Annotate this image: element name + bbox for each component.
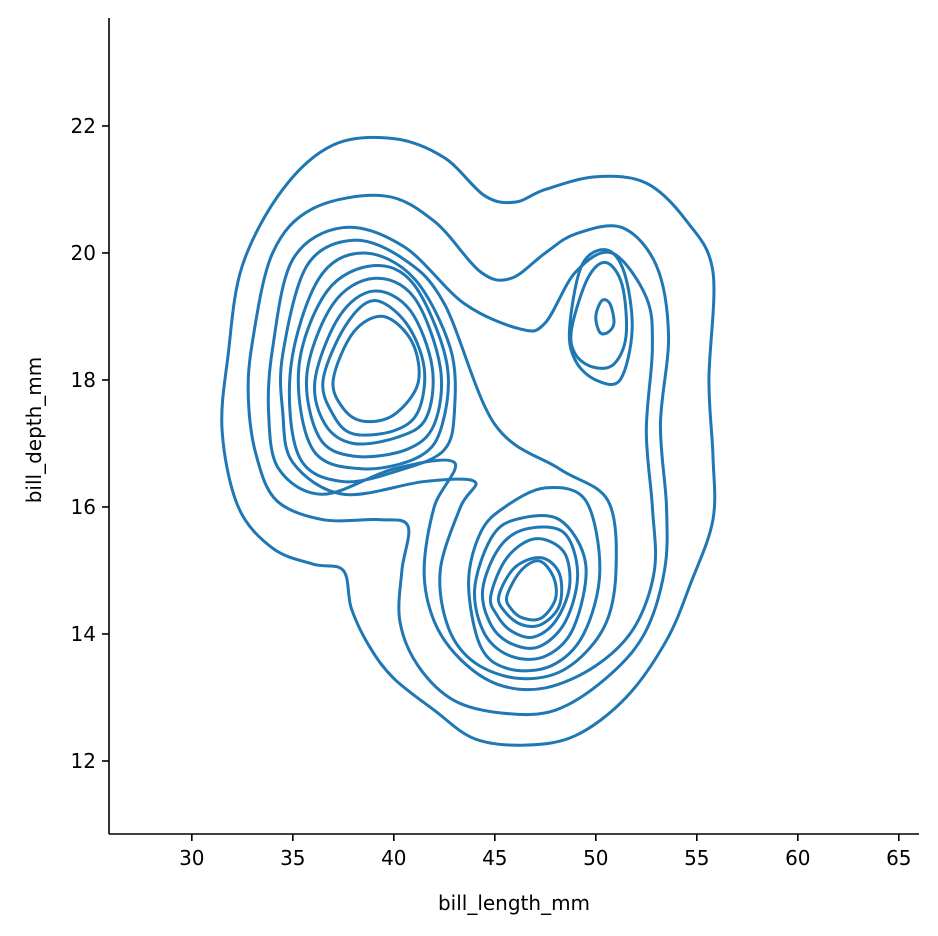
x-tick-label: 60 [785,846,810,870]
contour-line-4 [278,238,618,681]
contour-line-17 [488,537,572,639]
contour-line-18 [496,556,564,628]
contour-line-6 [296,264,450,471]
contour-line-8 [313,289,435,446]
y-tick-label: 16 [71,495,96,519]
x-tick-label: 40 [381,846,406,870]
y-tick-label: 22 [71,114,96,138]
contour-line-3 [266,225,658,692]
contour-line-5 [287,251,457,484]
contour-line-14 [467,486,602,673]
contour-line-16 [480,525,580,650]
contour-line-9 [321,299,427,437]
x-ticks: 30 35 40 45 50 55 60 65 [179,834,912,870]
x-tick-label: 65 [886,846,911,870]
contour-line-11 [567,248,634,387]
contour-line-15 [473,514,588,661]
x-axis-label: bill_length_mm [438,891,590,915]
y-tick-label: 14 [71,622,96,646]
contour-line-7 [304,276,444,459]
contour-line-10 [331,314,421,424]
y-axis-label: bill_depth_mm [22,357,46,504]
x-tick-label: 50 [583,846,608,870]
x-tick-label: 55 [684,846,709,870]
contour-line-2 [246,193,671,717]
contour-group [220,136,717,747]
y-tick-label: 12 [71,749,96,773]
y-tick-label: 20 [71,241,96,265]
contour-line-13 [594,298,616,336]
contour-line-1 [220,136,717,747]
y-ticks: 12 14 16 18 20 22 [71,114,109,773]
x-tick-label: 45 [482,846,507,870]
y-tick-label: 18 [71,368,96,392]
x-tick-label: 30 [179,846,204,870]
contour-line-19 [504,559,558,622]
contour-line-12 [569,260,629,370]
x-tick-label: 35 [280,846,305,870]
